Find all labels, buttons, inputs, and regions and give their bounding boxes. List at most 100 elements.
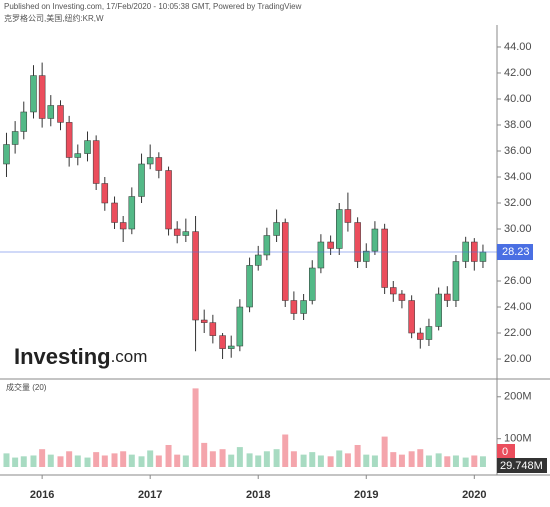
volume-bar <box>101 455 108 467</box>
x-tick-label: 2019 <box>354 489 378 501</box>
candle-body <box>111 202 118 223</box>
candle-body <box>47 105 55 119</box>
candle-body <box>452 261 460 301</box>
candle-body <box>371 228 379 252</box>
volume-tick-label: 100M <box>504 433 532 445</box>
candle-body <box>38 75 46 119</box>
volume-bar <box>174 454 181 467</box>
volume-bar <box>47 454 54 467</box>
y-tick-label: 38.00 <box>504 119 532 131</box>
volume-bar <box>128 454 135 467</box>
price-label-box <box>497 244 533 261</box>
x-tick-label: 2018 <box>246 489 270 501</box>
candle-body <box>65 122 73 158</box>
candle-body <box>74 153 82 158</box>
volume-bar <box>317 455 324 467</box>
volume-bar <box>66 451 73 467</box>
volume-bar <box>327 456 334 467</box>
candle-body <box>138 163 145 197</box>
volume-bar <box>471 455 478 467</box>
candle-body <box>408 300 415 334</box>
x-tick-label: 2016 <box>30 489 54 501</box>
volume-bars <box>3 388 486 467</box>
volume-bar <box>147 450 154 467</box>
candle-body <box>92 140 100 184</box>
volume-bar <box>408 451 415 467</box>
volume-bar <box>30 455 37 467</box>
candle-body <box>30 75 37 113</box>
volume-bar <box>398 454 405 467</box>
candle-body <box>317 241 325 269</box>
volume-bar <box>201 442 208 467</box>
volume-label: 成交量 (20) <box>6 382 47 392</box>
candle-body <box>182 231 190 236</box>
volume-bar <box>344 453 351 467</box>
candle-body <box>381 228 388 288</box>
y-tick-label: 36.00 <box>504 145 532 157</box>
volume-bar <box>273 449 280 467</box>
candle-body <box>363 250 370 262</box>
candle-body <box>209 322 217 336</box>
candle-body <box>84 140 91 154</box>
candle-body <box>273 222 280 236</box>
y-tick-label: 30.00 <box>504 223 532 235</box>
subtitle: 克罗格公司,美国,纽约:KR,W <box>4 13 104 23</box>
candle-body <box>300 300 307 314</box>
volume-bar <box>3 453 10 467</box>
volume-bar <box>12 457 19 467</box>
candle-body <box>435 293 442 327</box>
y-tick-label: 26.00 <box>504 275 532 287</box>
candle-body <box>327 241 334 249</box>
y-tick-label: 20.00 <box>504 353 532 365</box>
candle-body <box>3 144 10 165</box>
volume-bar <box>354 444 361 467</box>
candle-body <box>344 209 352 223</box>
volume-bar <box>479 456 486 467</box>
candle-body <box>479 251 487 262</box>
volume-bar <box>138 456 145 467</box>
volume-bar <box>84 457 91 467</box>
candle-body <box>444 293 451 301</box>
candle-body <box>308 267 316 301</box>
volume-bar <box>363 454 370 467</box>
candle-body <box>263 235 271 256</box>
candle-body <box>146 157 154 165</box>
volume-bar <box>444 456 451 467</box>
volume-bar <box>228 454 235 467</box>
x-tick-label: 2017 <box>138 489 162 501</box>
y-tick-label: 42.00 <box>504 67 532 79</box>
logo-suffix: .com <box>111 347 148 366</box>
y-tick-label: 44.00 <box>504 41 532 53</box>
y-tick-label: 22.00 <box>504 327 532 339</box>
candle-body <box>200 319 208 323</box>
volume-bar <box>219 449 226 467</box>
volume-last-box <box>497 444 515 459</box>
volume-bar <box>371 455 378 467</box>
volume-ma-label: 29.748M <box>500 460 543 472</box>
candle-body <box>398 293 406 301</box>
candle-body <box>173 228 181 236</box>
volume-bar <box>182 455 189 467</box>
volume-bar <box>290 451 297 467</box>
candle-body <box>219 335 226 349</box>
volume-bar <box>435 453 442 467</box>
candle-body <box>227 345 235 349</box>
candle-body <box>128 196 136 230</box>
candle-body <box>20 111 28 132</box>
candle-body <box>101 183 109 204</box>
candle-body <box>390 287 397 295</box>
volume-bar <box>39 449 46 467</box>
volume-bar <box>417 449 424 467</box>
y-tick-label: 24.00 <box>504 301 532 313</box>
candle-body <box>417 332 424 340</box>
volume-bar <box>255 455 262 467</box>
volume-tick-label: 200M <box>504 391 532 403</box>
volume-last-label: 0 <box>502 446 508 458</box>
candle-body <box>425 326 433 340</box>
volume-bar <box>336 450 343 467</box>
volume-bar <box>309 452 316 467</box>
candle-body <box>290 300 298 314</box>
